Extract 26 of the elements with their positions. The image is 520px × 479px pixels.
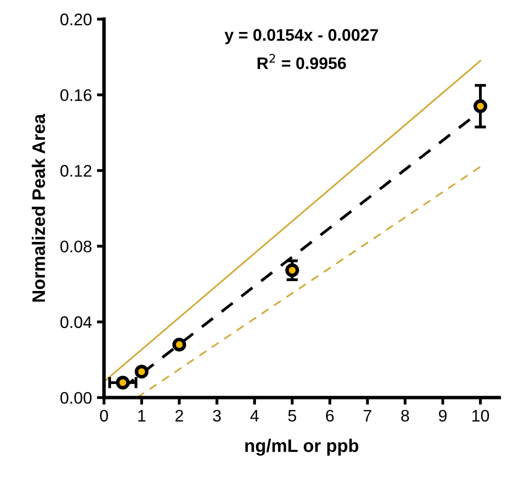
y-tick-label: 0.16 — [60, 89, 92, 102]
y-tick-label: 0.12 — [60, 164, 92, 177]
x-tick-label: 0 — [100, 410, 108, 422]
point — [285, 263, 300, 278]
x-tick-label: 2 — [175, 410, 184, 422]
annotation: R$^{2}$ = 0.9956 — [258, 54, 346, 70]
x-tick-label: 4 — [250, 410, 259, 422]
x-tick-label: 7 — [364, 410, 372, 422]
point — [116, 376, 130, 390]
point — [172, 338, 186, 352]
x-tick-label: 6 — [326, 410, 334, 422]
y-tick-label: 0.20 — [60, 14, 92, 26]
x-tick-label: 5 — [288, 410, 296, 422]
annotation: y = 0.0154x - 0.0027 — [224, 29, 378, 44]
y-tick-label: 0.08 — [60, 240, 92, 252]
x-tick-label: 1 — [138, 410, 146, 422]
x-tick-label: 8 — [401, 410, 410, 422]
x-tick-label: 10 — [472, 410, 489, 422]
point — [473, 99, 488, 114]
x-tick-label: 3 — [212, 410, 221, 422]
x-axis-title: ng/mL or ppb — [245, 438, 358, 456]
y-tick-label: 0.00 — [60, 392, 92, 404]
x-tick-label: 9 — [438, 410, 447, 422]
y-axis-title: Normalized Peak Area — [32, 114, 46, 302]
point — [134, 364, 149, 379]
y-tick-label: 0.04 — [60, 316, 92, 328]
